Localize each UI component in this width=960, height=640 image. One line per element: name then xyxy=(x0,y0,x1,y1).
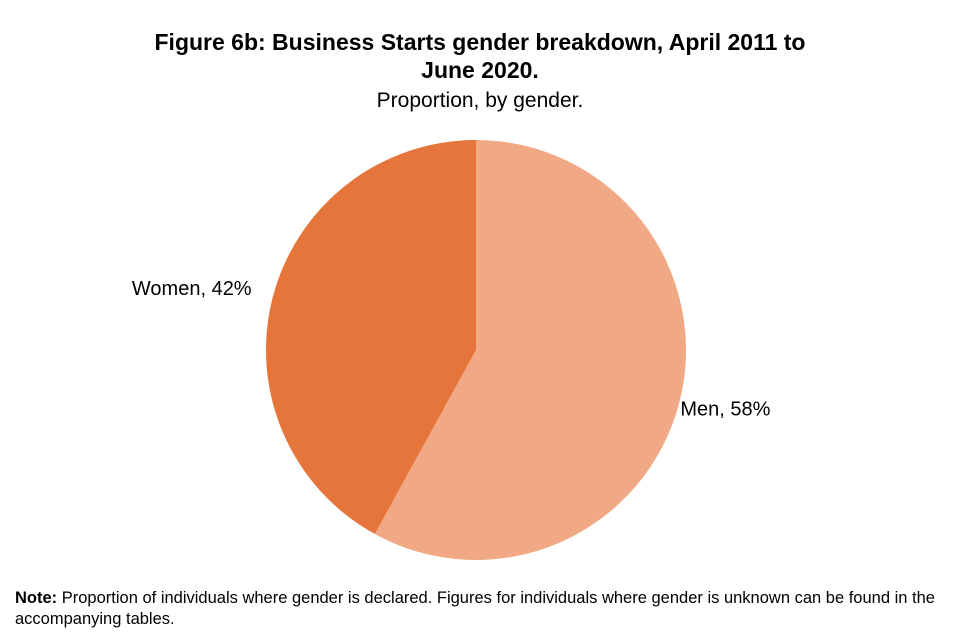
note-label: Note: xyxy=(15,589,58,607)
pie-labels: Men, 58% Women, 42% xyxy=(132,278,771,420)
pie-label-men: Men, 58% xyxy=(680,398,770,420)
pie-slices xyxy=(266,140,687,560)
chart-subtitle: Proportion, by gender. xyxy=(376,89,584,112)
pie-slice-women xyxy=(266,140,476,535)
pie-label-women: Women, 42% xyxy=(132,278,252,300)
chart-note: Note: Proportion of individuals where ge… xyxy=(15,588,950,630)
chart-title-line-1: Figure 6b: Business Starts gender breakd… xyxy=(154,29,806,55)
chart-title-line-2: June 2020. xyxy=(421,57,539,83)
pie-slice-men xyxy=(374,140,687,560)
chart-title: Figure 6b: Business Starts gender breakd… xyxy=(0,28,960,84)
note-text: Proportion of individuals where gender i… xyxy=(15,589,935,628)
